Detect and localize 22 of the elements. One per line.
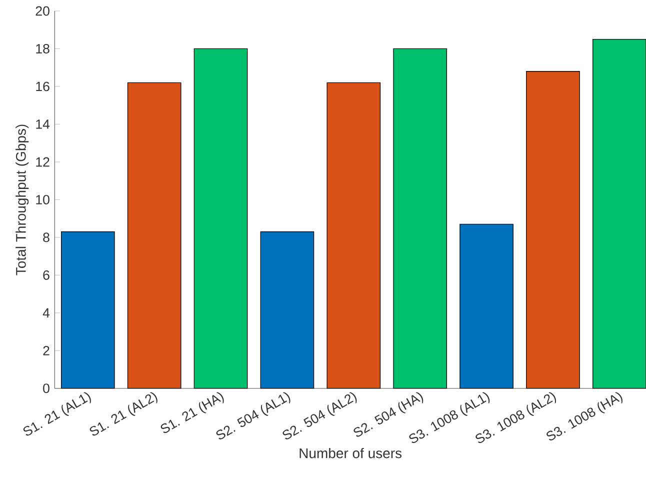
- y-axis-title: Total Throughput (Gbps): [16, 124, 29, 276]
- y-tick-label: 8: [43, 232, 50, 242]
- bar: [393, 48, 448, 389]
- y-tick-label: 6: [43, 270, 50, 280]
- bar: [60, 231, 115, 389]
- y-tick-label: 18: [36, 44, 50, 54]
- bar: [194, 48, 248, 389]
- bar: [460, 224, 514, 389]
- bar: [526, 71, 580, 389]
- x-axis-title: Number of users: [300, 448, 402, 458]
- bar: [127, 82, 182, 389]
- y-tick-label: 10: [36, 194, 50, 204]
- y-tick-label: 0: [43, 384, 50, 394]
- y-tick-label: 14: [36, 120, 50, 129]
- bar: [592, 38, 646, 389]
- bar: [326, 82, 381, 389]
- y-tick-label: 16: [36, 82, 50, 92]
- bar: [260, 231, 314, 389]
- y-tick-label: 2: [43, 346, 50, 356]
- y-tick-label: 12: [36, 157, 50, 167]
- y-tick-label: 4: [42, 308, 50, 318]
- y-tick-label: 20: [36, 6, 50, 16]
